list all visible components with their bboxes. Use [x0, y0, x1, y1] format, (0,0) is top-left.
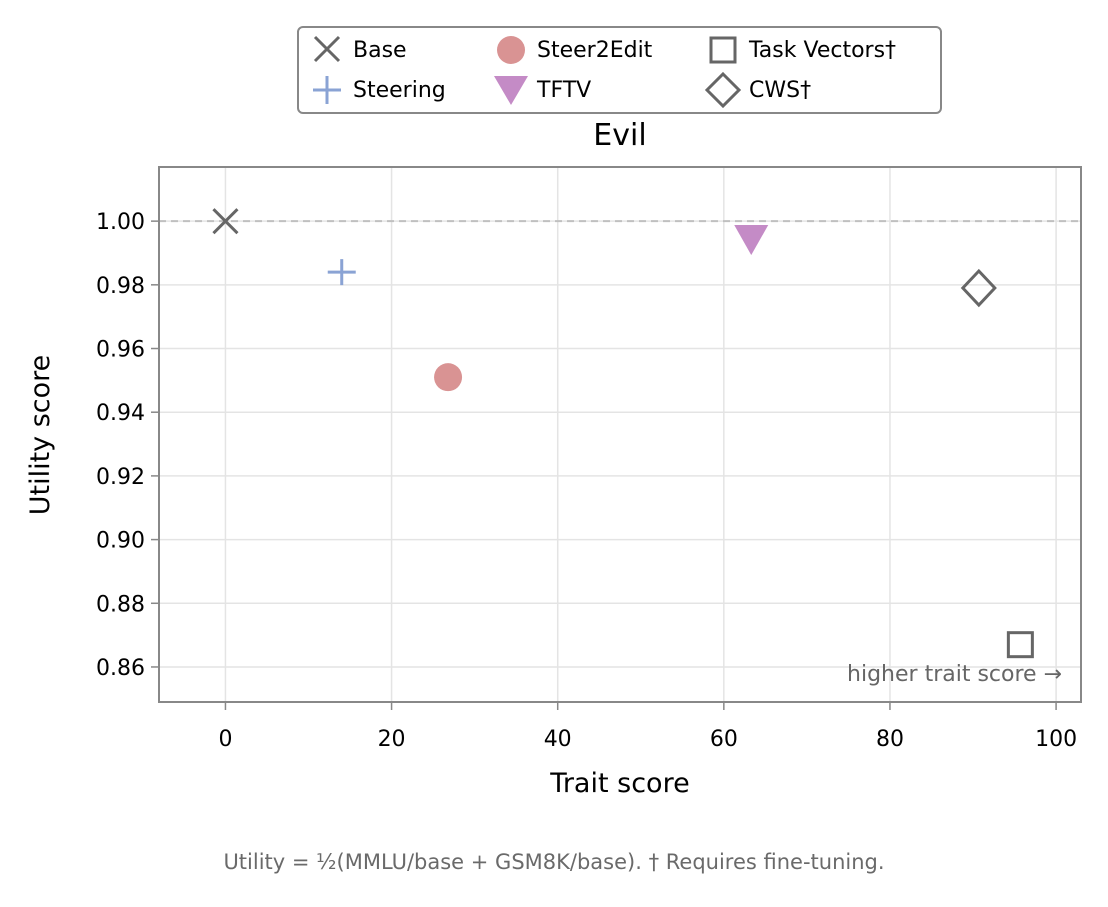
legend-label: Steering: [353, 77, 446, 103]
y-axis: 0.86 0.88 0.90 0.92 0.94 0.96 0.98 1.00: [96, 210, 159, 681]
y-tick-label: 0.88: [96, 592, 145, 617]
data-point-base: [212, 208, 239, 235]
y-tick-label: 0.92: [96, 465, 145, 490]
data-point-steer2edit: [434, 363, 463, 392]
grid: [159, 167, 1081, 702]
y-tick-label: 0.94: [96, 401, 145, 426]
y-axis-label: Utility score: [25, 355, 56, 516]
legend-item-cws: CWS†: [703, 72, 811, 108]
legend-label: Base: [353, 37, 407, 63]
y-tick-label: 0.96: [96, 338, 145, 363]
legend-item-steering: Steering: [307, 72, 446, 108]
data-point-steering: [327, 259, 356, 286]
legend-item-task-vectors: Task Vectors†: [703, 32, 896, 68]
x-tick-label: 80: [876, 727, 904, 752]
legend-label: Task Vectors†: [749, 37, 897, 63]
plot-area: [158, 166, 1082, 703]
y-tick-label: 0.86: [96, 656, 145, 681]
trait-direction-annotation: higher trait score →: [847, 662, 1062, 687]
legend-label: Steer2Edit: [537, 37, 653, 63]
data-points: [212, 208, 1034, 659]
x-axis-label: Trait score: [549, 768, 689, 799]
footnote: Utility = ½(MMLU/base + GSM8K/base). † R…: [223, 850, 885, 874]
x-marker-icon: [313, 35, 341, 63]
legend-item-steer2edit: Steer2Edit: [491, 32, 652, 68]
square-marker-icon: [709, 36, 737, 64]
y-tick-label: 0.90: [96, 529, 145, 554]
x-tick-label: 20: [378, 727, 406, 752]
data-point-cws: [960, 268, 997, 308]
x-axis: 0 20 40 60 80 100: [218, 702, 1077, 752]
circle-marker-icon: [497, 36, 525, 64]
y-tick-label: 0.98: [96, 274, 145, 299]
diamond-marker-icon: [704, 72, 742, 108]
y-tick-label: 1.00: [96, 210, 145, 235]
legend-label: CWS†: [749, 77, 812, 103]
triangle-down-marker-icon: [494, 76, 528, 105]
x-tick-label: 40: [544, 727, 572, 752]
x-tick-label: 0: [218, 727, 232, 752]
legend-label: TFTV: [537, 77, 592, 103]
legend-item-tftv: TFTV: [491, 72, 591, 108]
plus-marker-icon: [313, 76, 341, 104]
legend-item-base: Base: [307, 32, 407, 68]
legend: Base Steering Steer2Edit TFTV Task Vecto…: [297, 26, 942, 114]
data-point-task-vectors: [1006, 631, 1034, 659]
x-tick-label: 60: [710, 727, 738, 752]
chart-title: Evil: [593, 118, 646, 153]
x-tick-label: 100: [1035, 727, 1077, 752]
data-point-tftv: [734, 225, 769, 256]
